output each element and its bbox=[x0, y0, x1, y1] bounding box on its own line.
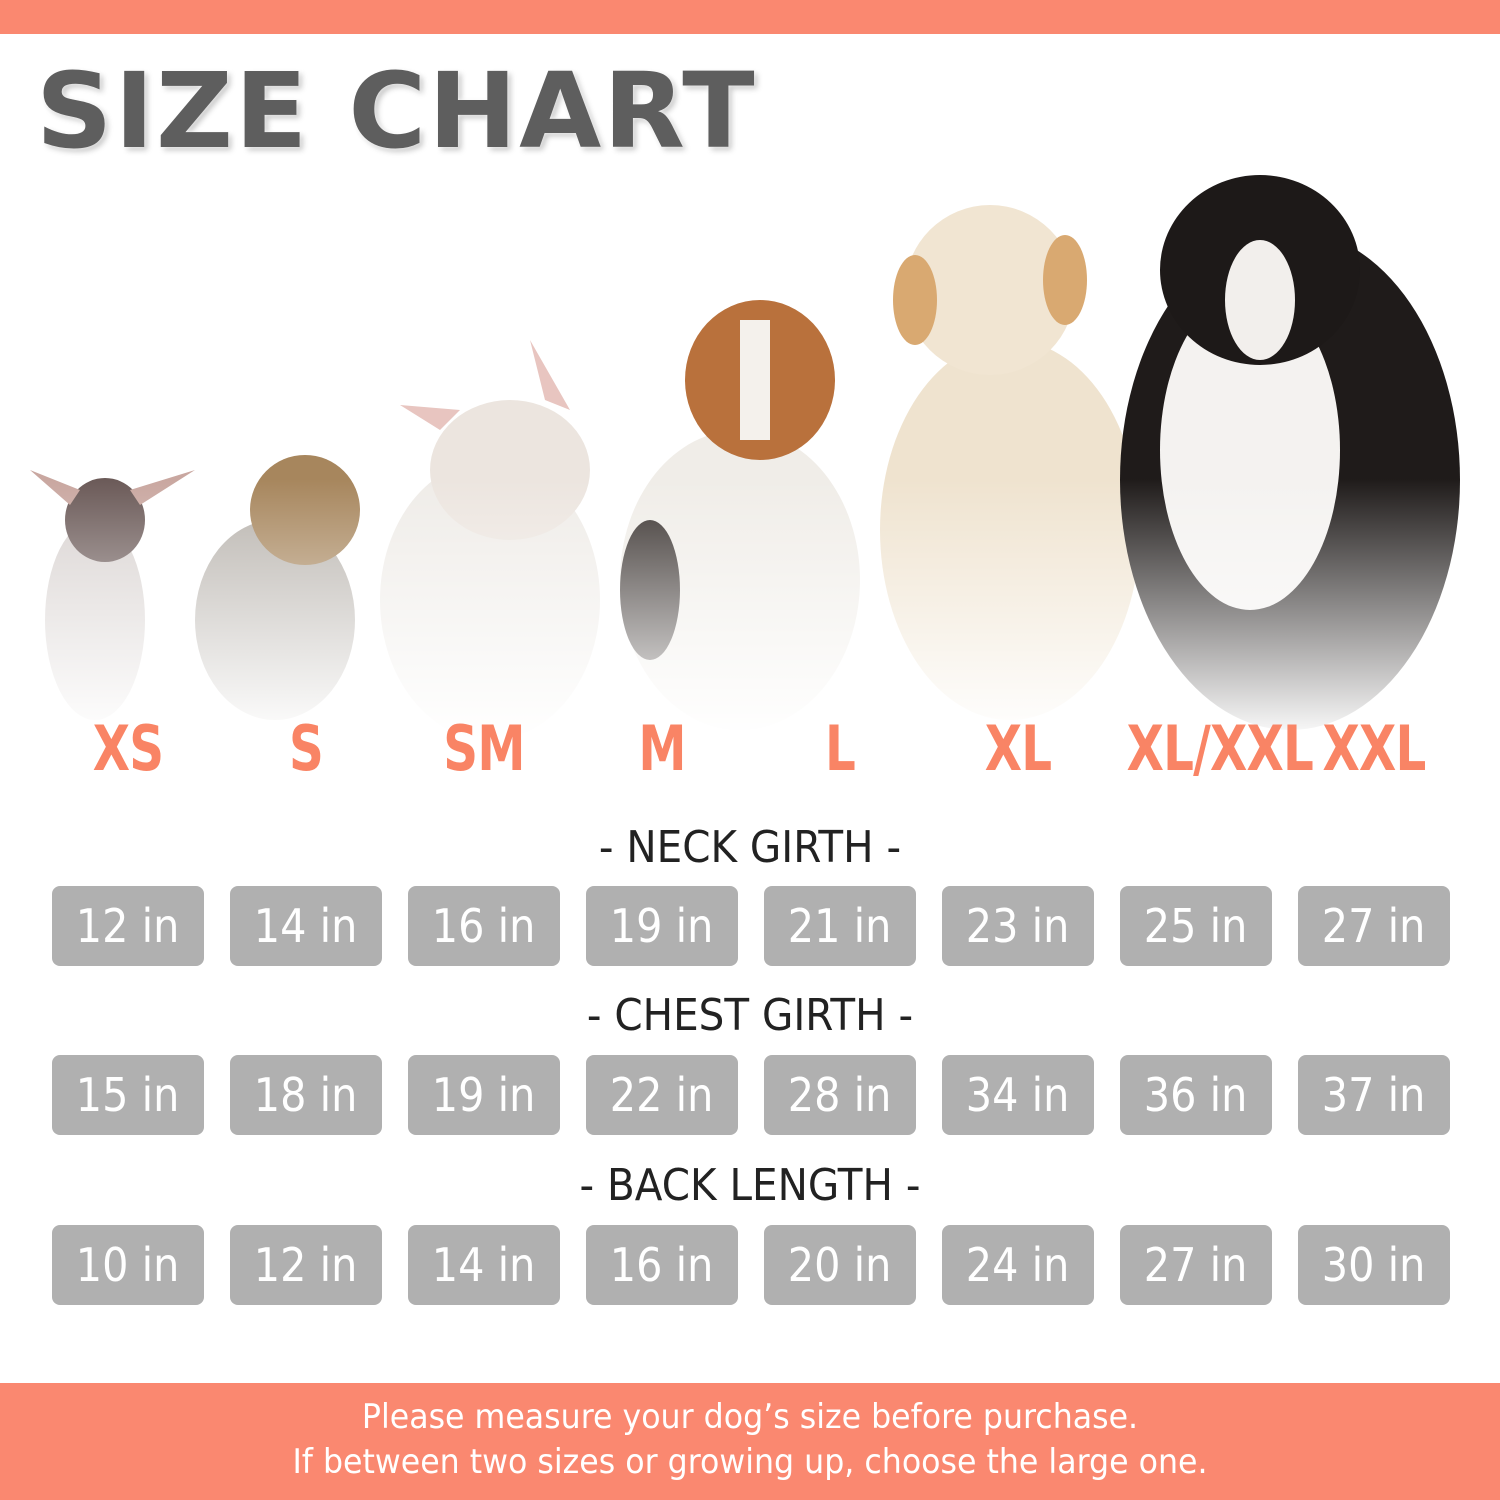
measurement-value: 16 in bbox=[432, 899, 536, 953]
size-label: XXL bbox=[1322, 712, 1426, 785]
measurement-cell: 27 in bbox=[1298, 886, 1450, 966]
section-title: - CHEST GIRTH - bbox=[586, 990, 914, 1041]
measurement-cell: 18 in bbox=[230, 1055, 382, 1135]
measurement-value: 30 in bbox=[1322, 1238, 1426, 1292]
measurement-value: 25 in bbox=[1144, 899, 1248, 953]
measurement-cell: 21 in bbox=[764, 886, 916, 966]
measurement-cell: 37 in bbox=[1298, 1055, 1450, 1135]
measurement-value: 14 in bbox=[254, 899, 358, 953]
measurement-value: 27 in bbox=[1144, 1238, 1248, 1292]
measurement-value: 18 in bbox=[254, 1068, 358, 1122]
measurement-cell: 16 in bbox=[408, 886, 560, 966]
measurement-cell: 27 in bbox=[1120, 1225, 1272, 1305]
section-title: - BACK LENGTH - bbox=[579, 1160, 921, 1211]
size-label: L bbox=[824, 712, 856, 785]
measurement-cell: 10 in bbox=[52, 1225, 204, 1305]
size-label: XL/XXL bbox=[1126, 712, 1314, 785]
measurement-cell: 24 in bbox=[942, 1225, 1094, 1305]
measurement-value: 19 in bbox=[432, 1068, 536, 1122]
measurement-cell: 23 in bbox=[942, 886, 1094, 966]
measurement-cell: 22 in bbox=[586, 1055, 738, 1135]
measurement-value: 24 in bbox=[966, 1238, 1070, 1292]
footer-line-1: Please measure your dog’s size before pu… bbox=[361, 1397, 1139, 1437]
measurement-cell: 20 in bbox=[764, 1225, 916, 1305]
measurement-value: 23 in bbox=[966, 899, 1070, 953]
section-title: - NECK GIRTH - bbox=[598, 822, 902, 873]
measurement-value: 10 in bbox=[76, 1238, 180, 1292]
measurement-value: 37 in bbox=[1322, 1068, 1426, 1122]
measurement-cell: 12 in bbox=[52, 886, 204, 966]
footer-line-2: If between two sizes or growing up, choo… bbox=[292, 1442, 1208, 1482]
measurement-value: 20 in bbox=[788, 1238, 892, 1292]
measurement-row: 12 in 14 in 16 in 19 in 21 in 23 in 25 in 27 in bbox=[52, 886, 1452, 966]
measurement-value: 36 in bbox=[1144, 1068, 1248, 1122]
footer-note: Please measure your dog’s size before pu… bbox=[0, 1383, 1500, 1500]
measurement-value: 34 in bbox=[966, 1068, 1070, 1122]
measurement-value: 14 in bbox=[432, 1238, 536, 1292]
measurement-value: 16 in bbox=[610, 1238, 714, 1292]
measurement-cell: 14 in bbox=[408, 1225, 560, 1305]
measurement-value: 21 in bbox=[788, 899, 892, 953]
measurement-cell: 36 in bbox=[1120, 1055, 1272, 1135]
measurement-value: 12 in bbox=[254, 1238, 358, 1292]
measurement-value: 22 in bbox=[610, 1068, 714, 1122]
size-label: M bbox=[638, 712, 686, 785]
size-label: XL bbox=[984, 712, 1052, 785]
page-title: SIZE CHART bbox=[36, 50, 757, 172]
dogs-photo bbox=[0, 160, 1500, 740]
measurement-cell: 28 in bbox=[764, 1055, 916, 1135]
measurement-row: 10 in 12 in 14 in 16 in 20 in 24 in 27 in 30 in bbox=[52, 1225, 1452, 1305]
measurement-cell: 14 in bbox=[230, 886, 382, 966]
measurement-cell: 19 in bbox=[586, 886, 738, 966]
measurement-cell: 12 in bbox=[230, 1225, 382, 1305]
measurement-value: 15 in bbox=[76, 1068, 180, 1122]
measurement-cell: 19 in bbox=[408, 1055, 560, 1135]
measurement-cell: 16 in bbox=[586, 1225, 738, 1305]
measurement-cell: 25 in bbox=[1120, 886, 1272, 966]
top-accent-bar bbox=[0, 0, 1500, 34]
size-label: XS bbox=[92, 712, 164, 785]
measurement-cell: 34 in bbox=[942, 1055, 1094, 1135]
measurement-row: 15 in 18 in 19 in 22 in 28 in 34 in 36 in 37 in bbox=[52, 1055, 1452, 1135]
size-label: SM bbox=[443, 712, 525, 785]
measurement-value: 27 in bbox=[1322, 899, 1426, 953]
measurement-value: 19 in bbox=[610, 899, 714, 953]
measurement-cell: 15 in bbox=[52, 1055, 204, 1135]
measurement-value: 28 in bbox=[788, 1068, 892, 1122]
measurement-value: 12 in bbox=[76, 899, 180, 953]
measurement-cell: 30 in bbox=[1298, 1225, 1450, 1305]
size-label: S bbox=[288, 712, 324, 785]
